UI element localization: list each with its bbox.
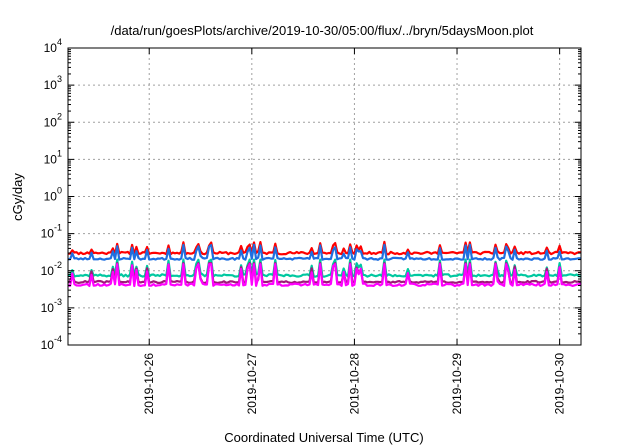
y-tick-label: 10-1: [41, 223, 62, 241]
y-tick-base: 10: [44, 78, 58, 92]
y-tick-exponent: 3: [57, 74, 62, 84]
y-tick-label: 10-3: [41, 297, 62, 315]
series-line: [67, 263, 582, 288]
axes: 10-410-310-210-11001011021031042019-10-2…: [41, 37, 581, 414]
series-group: [67, 240, 582, 288]
y-tick-exponent: 4: [57, 37, 62, 47]
x-tick-label: 2019-10-30: [553, 353, 567, 415]
y-tick-exponent: -4: [54, 334, 62, 344]
y-tick-base: 10: [41, 227, 55, 241]
chart-title: /data/run/goesPlots/archive/2019-10-30/0…: [111, 23, 534, 38]
y-tick-base: 10: [44, 190, 58, 204]
y-axis-label: cGy/day: [10, 173, 25, 221]
x-tick-label: 2019-10-29: [450, 353, 464, 415]
x-tick-label: 2019-10-28: [347, 353, 361, 415]
y-tick-base: 10: [44, 115, 58, 129]
y-tick-label: 103: [44, 74, 62, 92]
series-line: [67, 243, 582, 261]
y-tick-label: 100: [44, 186, 62, 204]
x-axis-label: Coordinated Universal Time (UTC): [224, 430, 423, 445]
x-tick-label: 2019-10-27: [245, 353, 259, 415]
y-tick-exponent: -2: [54, 260, 62, 270]
y-tick-exponent: 2: [57, 111, 62, 121]
y-tick-exponent: -1: [54, 223, 62, 233]
y-tick-exponent: 1: [57, 148, 62, 158]
y-tick-label: 101: [44, 148, 62, 166]
x-tick-label: 2019-10-26: [142, 353, 156, 415]
y-tick-exponent: -3: [54, 297, 62, 307]
y-tick-base: 10: [41, 338, 55, 352]
grid: [68, 48, 581, 345]
y-tick-label: 10-2: [41, 260, 62, 278]
y-tick-base: 10: [41, 264, 55, 278]
y-tick-base: 10: [41, 301, 55, 315]
y-tick-label: 10-4: [41, 334, 62, 352]
series-line: [67, 240, 582, 256]
y-tick-base: 10: [44, 41, 58, 55]
series-line: [67, 258, 582, 278]
y-tick-label: 104: [44, 37, 62, 55]
y-tick-label: 102: [44, 111, 62, 129]
y-tick-exponent: 0: [57, 186, 62, 196]
y-tick-base: 10: [44, 152, 58, 166]
